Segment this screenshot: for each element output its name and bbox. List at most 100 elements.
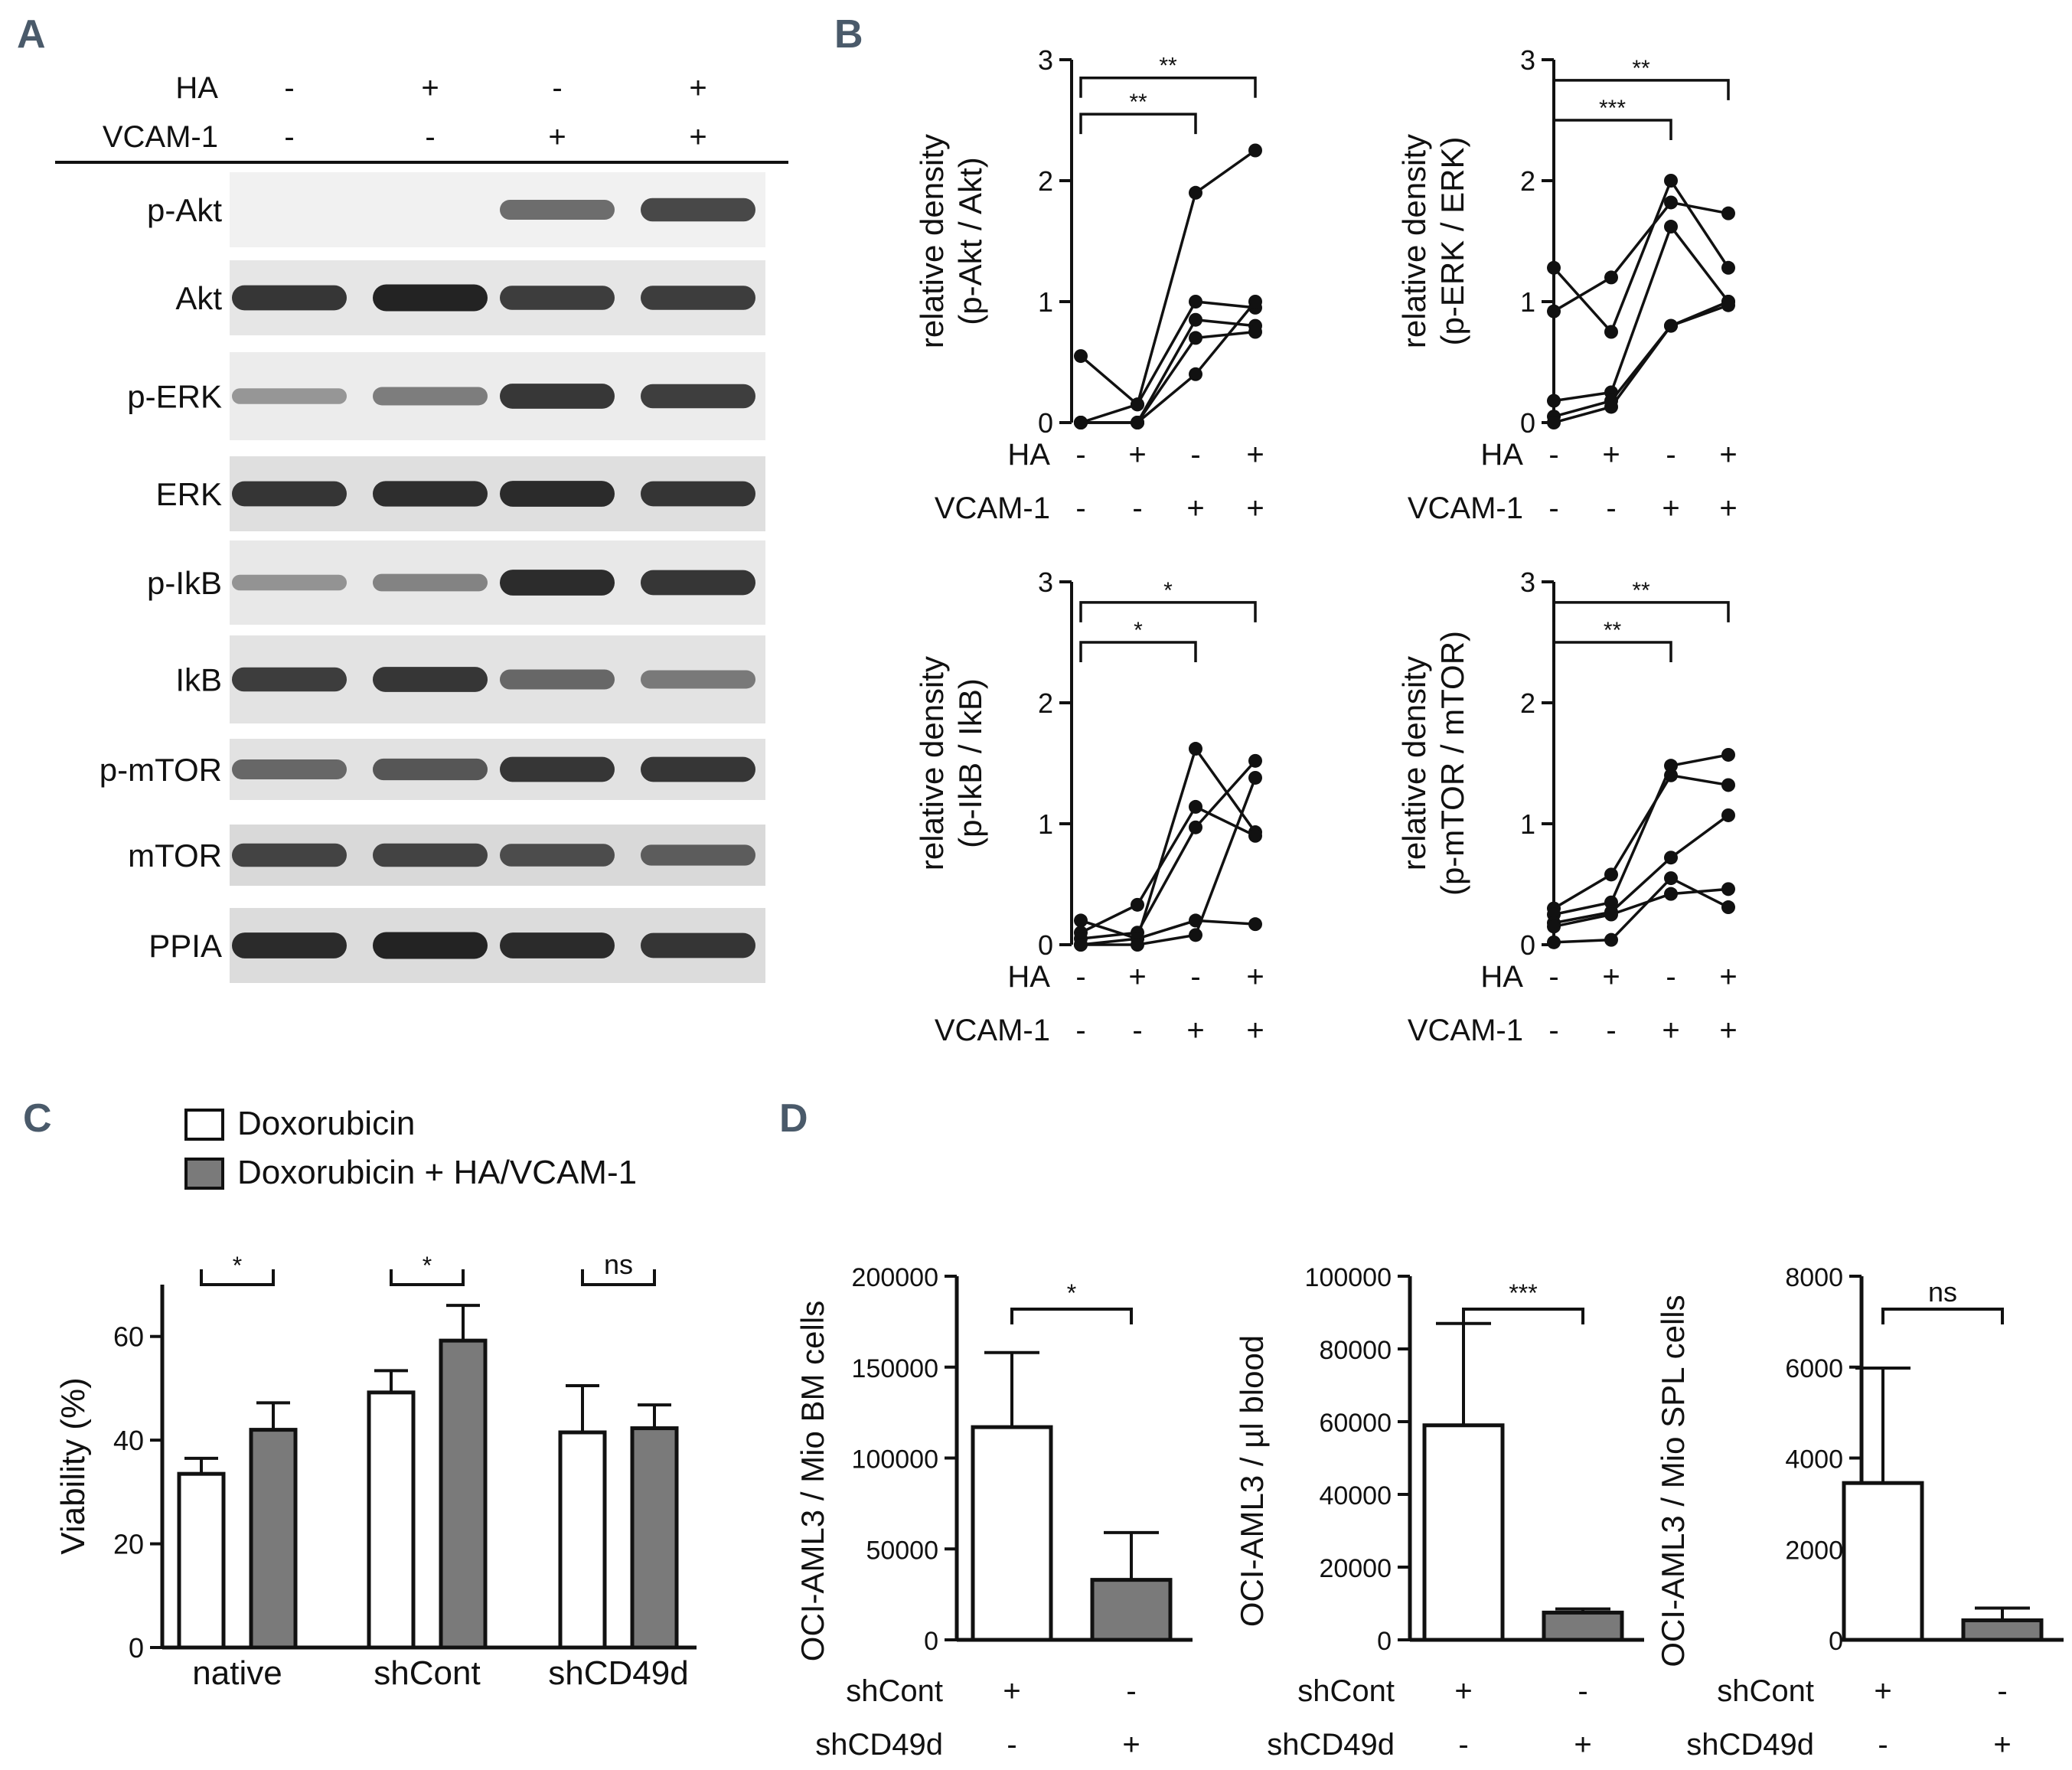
y-axis-label: (p-Akt / Akt)	[952, 157, 988, 325]
significance-label: *	[423, 1252, 432, 1279]
x-condition-sign: +	[1246, 1014, 1264, 1047]
data-point	[1189, 799, 1202, 814]
x-condition-sign: +	[1574, 1728, 1591, 1762]
x-condition-sign: +	[1003, 1674, 1020, 1708]
bar	[1090, 1578, 1173, 1642]
significance-bracket	[1079, 641, 1197, 662]
series-line	[1080, 805, 1256, 934]
x-condition-sign: -	[1878, 1728, 1888, 1762]
significance-label: ns	[604, 1249, 633, 1280]
blot-band	[500, 756, 615, 782]
significance-bracket	[1552, 119, 1672, 140]
y-tick-label: 1	[1038, 808, 1053, 840]
y-tick-label: 0	[1038, 929, 1053, 961]
blot-band	[373, 481, 488, 507]
data-point	[1248, 325, 1262, 339]
x-condition-sign: -	[1606, 1014, 1616, 1047]
x-condition-label: VCAM-1	[1408, 1014, 1523, 1047]
blot-row-label: p-IkB	[147, 565, 222, 601]
x-condition-label: VCAM-1	[935, 491, 1050, 525]
x-condition-sign: -	[1075, 960, 1085, 994]
data-point	[1131, 397, 1144, 412]
y-axis-label: (p-mTOR / mTOR)	[1434, 631, 1470, 896]
y-axis-label: relative density	[1396, 134, 1432, 348]
series-line	[1553, 300, 1729, 418]
y-tick-label: 0	[1520, 407, 1535, 439]
x-condition-sign: -	[1548, 960, 1558, 994]
blot-band	[232, 932, 347, 958]
blot-condition-sign: +	[421, 71, 439, 105]
series-line	[1081, 777, 1257, 946]
panel-label-a: A	[17, 12, 46, 57]
blot-band	[641, 198, 755, 222]
y-axis-label: Viability (%)	[54, 1377, 92, 1554]
bar	[177, 1471, 226, 1650]
legend-label: Doxorubicin + HA/VCAM-1	[237, 1154, 637, 1191]
data-point	[1547, 935, 1561, 949]
x-condition-sign: +	[1719, 1014, 1737, 1047]
x-condition-sign: -	[1075, 1014, 1085, 1047]
bar	[1961, 1618, 2044, 1642]
data-point	[1189, 185, 1202, 200]
x-condition-sign: -	[1606, 491, 1616, 525]
y-axis-label: OCI-AML3 / Mio BM cells	[795, 1301, 830, 1661]
y-tick-label: 3	[1038, 44, 1053, 76]
x-condition-label: shCD49d	[1686, 1728, 1814, 1762]
y-tick-label: 100000	[852, 1445, 938, 1474]
blot-band	[232, 574, 347, 591]
blot-band	[500, 199, 615, 220]
y-tick-label: 0	[1377, 1627, 1392, 1656]
blot-band	[500, 384, 615, 409]
blot-row-label: IkB	[175, 662, 222, 698]
series-line	[1080, 746, 1257, 941]
data-point	[1721, 900, 1735, 915]
y-tick-label: 0	[129, 1632, 144, 1664]
x-condition-sign: +	[1454, 1674, 1472, 1708]
x-condition-sign: -	[1548, 438, 1558, 472]
panel-label-c: C	[23, 1096, 52, 1141]
data-point	[1664, 174, 1678, 188]
series-line	[1080, 759, 1257, 940]
x-condition-sign: +	[1128, 960, 1146, 994]
data-point	[1664, 195, 1678, 210]
y-tick-label: 2	[1520, 165, 1535, 197]
blot-condition-label: HA	[175, 71, 218, 105]
data-point	[1604, 400, 1618, 414]
x-condition-sign: +	[1662, 1014, 1679, 1047]
x-category-label: shCont	[374, 1654, 480, 1692]
significance-bracket	[1079, 601, 1257, 622]
x-condition-sign: +	[1602, 960, 1620, 994]
viability-panel: 0 20 40 60 Viability (%) native * shCont * shCD49…	[54, 1105, 697, 1692]
blot-band	[373, 284, 488, 312]
blot-band	[373, 758, 488, 781]
x-condition-sign: -	[1548, 491, 1558, 525]
x-condition-sign: +	[1246, 438, 1264, 472]
x-condition-sign: -	[1548, 1014, 1558, 1047]
x-condition-sign: +	[1874, 1674, 1891, 1708]
y-tick-label: 60000	[1319, 1409, 1392, 1438]
data-point	[1547, 919, 1561, 934]
y-tick-label: 2000	[1785, 1536, 1843, 1565]
bar-chart: 0 2000 4000 6000 8000 OCI-AML3 / Mio SPL cell…	[1655, 1263, 2064, 1762]
significance-bracket	[1010, 1308, 1133, 1324]
data-point	[1074, 416, 1088, 429]
x-condition-sign: +	[1246, 491, 1264, 525]
blot-band	[500, 932, 615, 958]
blot-row-label: PPIA	[148, 928, 222, 964]
x-condition-label: HA	[1007, 960, 1050, 994]
panel-label-d: D	[779, 1096, 808, 1141]
x-condition-sign: -	[1190, 438, 1200, 472]
data-point	[1664, 851, 1678, 865]
data-point	[1131, 416, 1144, 429]
x-condition-label: VCAM-1	[935, 1014, 1050, 1047]
significance-label: *	[1134, 618, 1143, 643]
data-point	[1189, 928, 1202, 942]
data-point	[1664, 759, 1678, 773]
data-point	[1189, 820, 1202, 834]
data-point	[1721, 882, 1735, 896]
x-condition-sign: +	[1122, 1728, 1140, 1762]
x-condition-sign: -	[1458, 1728, 1468, 1762]
x-condition-sign: +	[1993, 1728, 2011, 1762]
blot-row-label: mTOR	[128, 838, 222, 874]
significance-bracket	[1552, 601, 1730, 622]
